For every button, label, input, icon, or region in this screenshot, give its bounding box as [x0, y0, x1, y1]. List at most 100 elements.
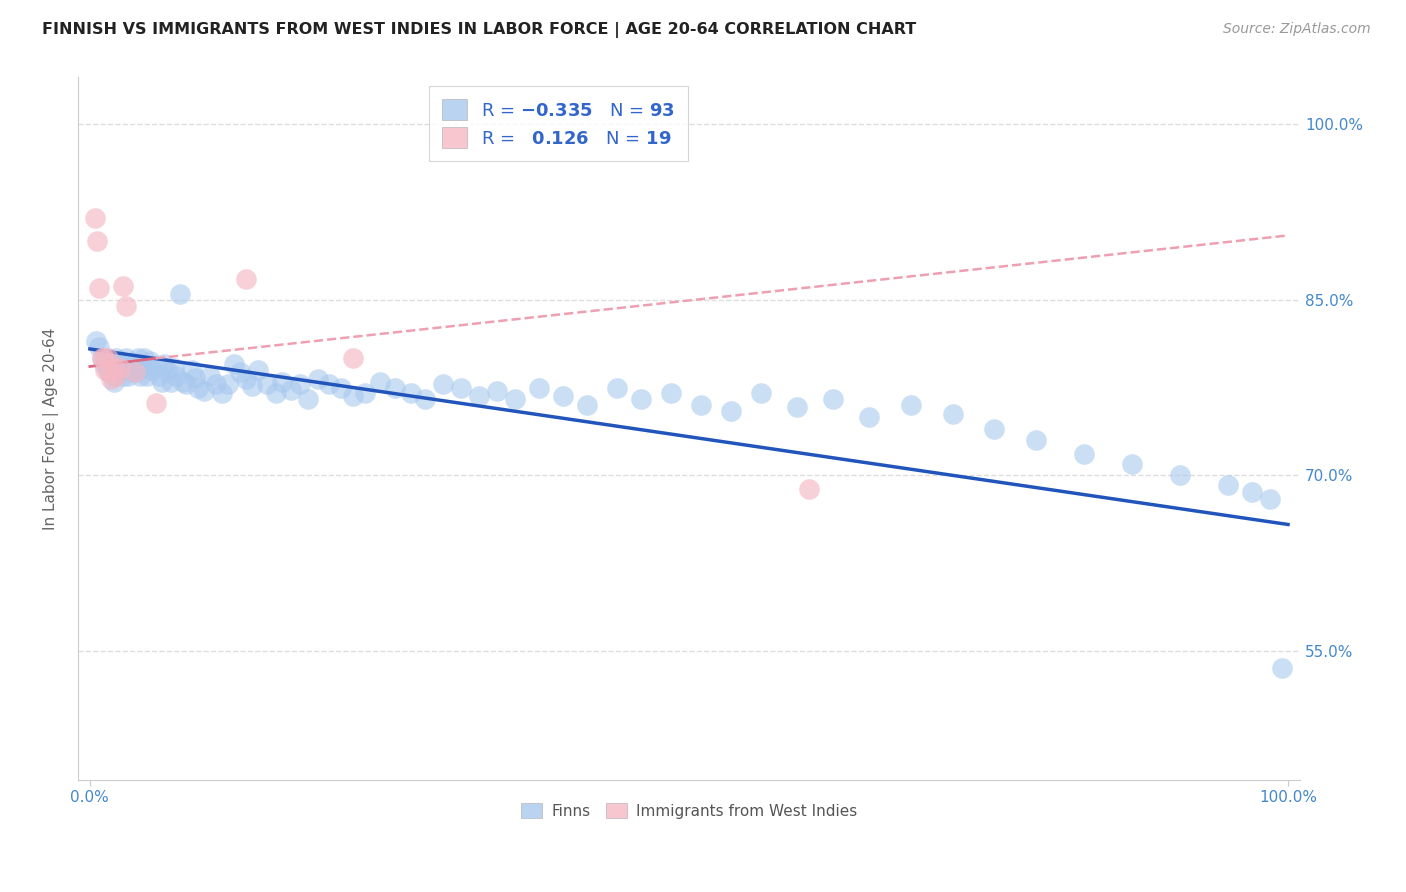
Point [1241, 484, 1264, 499]
Point [156, 365, 179, 379]
Point [1073, 447, 1095, 461]
Point [90, 351, 112, 366]
Point [114, 351, 136, 366]
Point [858, 409, 880, 424]
Point [105, 351, 128, 366]
Point [749, 386, 772, 401]
Point [1216, 477, 1239, 491]
Point [98, 365, 121, 379]
Y-axis label: In Labor Force | Age 20-64: In Labor Force | Age 20-64 [44, 327, 59, 530]
Point [93, 351, 115, 366]
Point [264, 386, 287, 401]
Point [900, 398, 922, 412]
Point [256, 377, 278, 392]
Point [132, 360, 155, 375]
Point [246, 363, 269, 377]
Point [240, 379, 263, 393]
Point [163, 360, 186, 375]
Point [97, 351, 120, 366]
Point [124, 365, 146, 379]
Point [354, 386, 377, 401]
Point [690, 398, 713, 412]
Point [222, 357, 245, 371]
Point [132, 351, 155, 366]
Point [108, 363, 131, 377]
Point [786, 401, 808, 415]
Point [89, 340, 111, 354]
Point [1121, 457, 1143, 471]
Point [415, 392, 437, 407]
Point [1168, 468, 1191, 483]
Point [124, 365, 146, 379]
Point [90, 351, 112, 366]
Point [108, 357, 131, 371]
Point [659, 386, 682, 401]
Point [103, 375, 125, 389]
Point [117, 368, 139, 383]
Point [606, 380, 628, 394]
Point [94, 363, 117, 377]
Point [127, 363, 149, 377]
Point [486, 384, 509, 398]
Point [941, 408, 963, 422]
Point [105, 368, 128, 383]
Point [576, 398, 599, 412]
Point [720, 404, 742, 418]
Point [100, 357, 122, 371]
Point [89, 281, 111, 295]
Point [184, 371, 207, 385]
Point [432, 377, 454, 392]
Point [450, 380, 472, 394]
Point [169, 287, 191, 301]
Point [503, 392, 526, 407]
Point [103, 368, 125, 383]
Point [148, 368, 170, 383]
Point [1271, 661, 1294, 675]
Point [145, 359, 167, 374]
Point [527, 380, 550, 394]
Point [83, 211, 105, 225]
Point [97, 363, 120, 377]
Point [228, 365, 250, 379]
Point [211, 386, 233, 401]
Point [141, 363, 163, 377]
Point [97, 351, 120, 366]
Text: Source: ZipAtlas.com: Source: ZipAtlas.com [1223, 22, 1371, 37]
Point [368, 375, 391, 389]
Point [108, 360, 131, 375]
Point [235, 271, 257, 285]
Point [160, 375, 183, 389]
Point [150, 375, 173, 389]
Point [180, 363, 202, 377]
Point [93, 357, 115, 371]
Point [174, 377, 197, 392]
Point [217, 377, 239, 392]
Point [112, 278, 135, 293]
Point [114, 363, 136, 377]
Point [468, 389, 491, 403]
Point [172, 375, 194, 389]
Point [100, 372, 122, 386]
Point [288, 377, 311, 392]
Point [235, 372, 257, 386]
Point [330, 380, 353, 394]
Point [129, 368, 152, 383]
Point [384, 380, 406, 394]
Point [136, 368, 159, 383]
Point [193, 384, 215, 398]
Point [1258, 491, 1281, 506]
Point [127, 351, 149, 366]
Point [1025, 434, 1047, 448]
Point [797, 483, 820, 497]
Point [342, 351, 364, 366]
Point [112, 368, 135, 383]
Point [198, 368, 221, 383]
Point [103, 360, 125, 375]
Point [821, 392, 844, 407]
Point [204, 377, 226, 392]
Point [399, 386, 422, 401]
Legend: Finns, Immigrants from West Indies: Finns, Immigrants from West Indies [515, 797, 863, 824]
Point [153, 357, 176, 371]
Point [553, 389, 575, 403]
Point [187, 380, 209, 394]
